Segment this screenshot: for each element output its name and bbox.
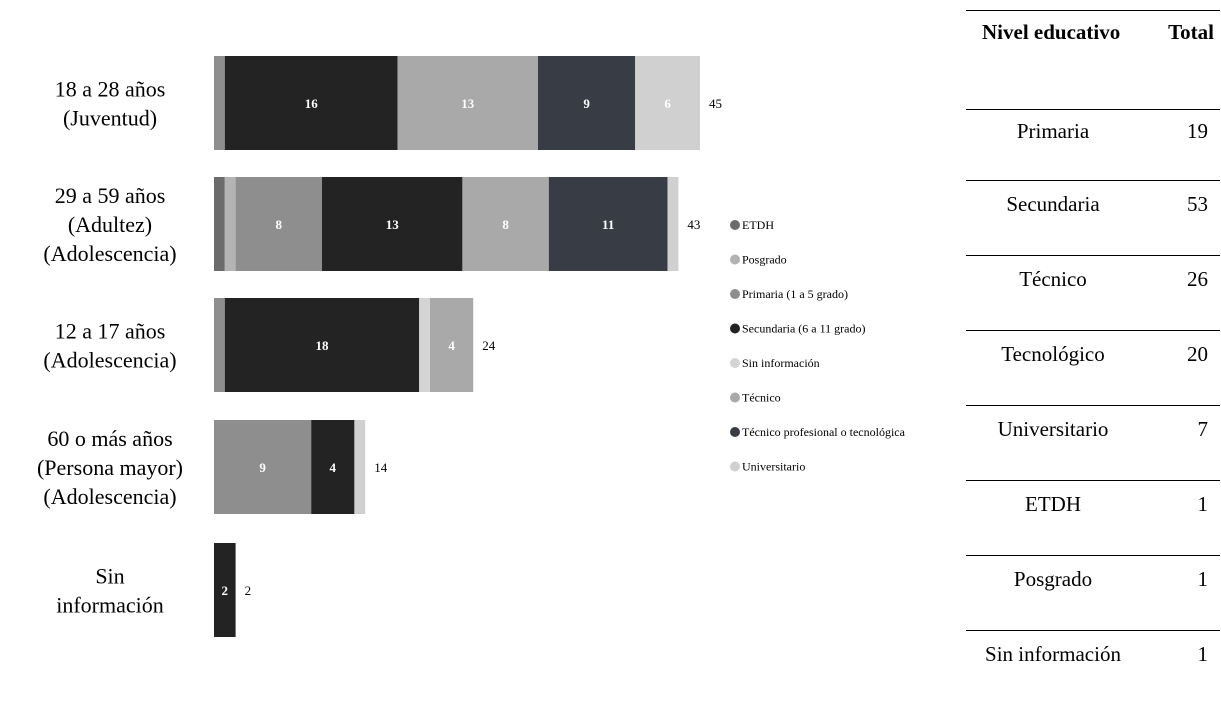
table-row: Universitario 7 [966,406,1220,481]
segment-value-label: 18 [316,338,330,353]
cell-nivel: Universitario [966,406,1140,481]
cell-nivel: Técnico [966,256,1140,331]
table-row: Técnico 26 [966,256,1220,331]
legend-label: Posgrado [742,253,787,267]
table-header-row: Nivel educativo Total [966,11,1220,110]
segment-value-label: 13 [386,217,400,232]
header-total: Total [1140,11,1220,110]
legend-marker [730,289,740,299]
segment-value-label: 8 [502,217,509,232]
cell-nivel: Posgrado [966,556,1140,631]
legend-marker [730,393,740,403]
legend-marker [730,255,740,265]
table-row: Tecnológico 20 [966,331,1220,406]
cell-nivel: Tecnológico [966,331,1140,406]
cell-nivel: ETDH [966,481,1140,556]
cell-total: 19 [1140,110,1220,181]
legend-label: Primaria (1 a 5 grado) [742,287,848,301]
segment-value-label: 13 [461,96,475,111]
bar-segment [214,56,225,150]
cell-nivel: Primaria [966,110,1140,181]
legend-marker [730,324,740,334]
bar-segment [214,298,225,392]
bar-segment [354,420,365,514]
table-row: Secundaria 53 [966,181,1220,256]
bar-segment [419,298,430,392]
legend-label: Secundaria (6 a 11 grado) [742,322,866,336]
segment-value-label: 4 [448,338,455,353]
cell-total: 1 [1140,556,1220,631]
bar-total-label: 45 [709,96,722,111]
education-level-table: Nivel educativo Total Primaria 19 Secund… [966,10,1220,705]
legend-label: ETDH [742,218,774,232]
category-label: 12 a 17 años [55,319,166,344]
bar-total-label: 2 [245,583,252,598]
bar-total-label: 43 [687,217,700,232]
bar-segment [668,177,679,271]
legend-label: Técnico [742,391,781,405]
cell-total: 7 [1140,406,1220,481]
bar-total-label: 24 [482,338,496,353]
category-label: (Adolescencia) [43,348,176,373]
bar-total-label: 14 [374,460,388,475]
table-row: Sin información 1 [966,631,1220,705]
legend-marker [730,358,740,368]
segment-value-label: 9 [259,460,266,475]
table-row: Posgrado 1 [966,556,1220,631]
category-label: 60 o más años [47,426,172,451]
header-nivel-educativo: Nivel educativo [966,11,1140,110]
segment-value-label: 16 [305,96,319,111]
category-label: información [56,593,164,618]
legend-marker [730,462,740,472]
category-label: (Adultez) [68,212,152,237]
table-row: ETDH 1 [966,481,1220,556]
legend-marker [730,427,740,437]
cell-total: 20 [1140,331,1220,406]
cell-total: 1 [1140,481,1220,556]
category-label: (Persona mayor) [37,455,183,480]
legend-label: Técnico profesional o tecnológica [742,425,906,439]
segment-value-label: 11 [602,217,614,232]
legend-label: Sin información [742,356,820,370]
category-label: (Adolescencia) [43,241,176,266]
cell-nivel: Sin información [966,631,1140,705]
category-label: Sin [95,564,124,589]
stacked-bar-chart: 18 a 28 años (Juventud) 16 13 9 6 45 29 a 59 añ… [0,0,960,658]
segment-value-label: 8 [276,217,283,232]
table-row: Primaria 19 [966,110,1220,181]
category-label: 29 a 59 años [55,183,166,208]
bar-segment [225,177,236,271]
cell-total: 1 [1140,631,1220,705]
category-label: (Juventud) [63,106,157,131]
segment-value-label: 6 [664,96,671,111]
segment-value-label: 4 [330,460,337,475]
legend-label: Universitario [742,460,805,474]
category-label: (Adolescencia) [43,484,176,509]
category-label: 18 a 28 años [55,77,166,102]
segment-value-label: 2 [222,583,229,598]
cell-nivel: Secundaria [966,181,1140,256]
segment-value-label: 9 [583,96,590,111]
cell-total: 26 [1140,256,1220,331]
bar-segment [214,177,225,271]
legend-marker [730,220,740,230]
cell-total: 53 [1140,181,1220,256]
